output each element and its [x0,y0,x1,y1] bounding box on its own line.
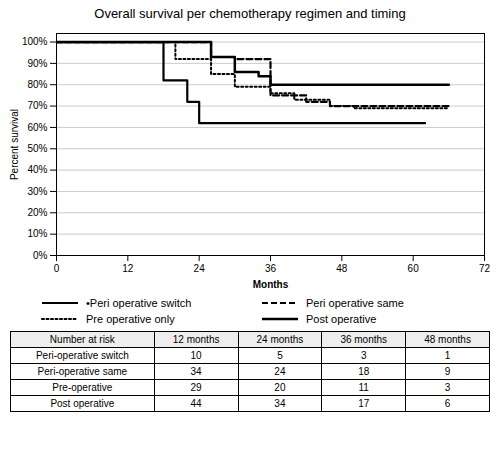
html-text:Peri-operative same: Peri-operative same [37,366,128,377]
html-text:18: 18 [358,366,370,377]
svg-text:90%: 90% [27,58,47,69]
html-text:36 months: 36 months [340,334,388,345]
svg-text:0%: 0% [33,250,48,261]
html-text:9: 9 [444,366,451,377]
html-text:Peri operative same: Peri operative same [306,297,404,309]
html-text:6: 6 [444,398,451,409]
html-text:3: 3 [361,350,367,361]
html-text:Number at risk: Number at risk [49,334,115,345]
html-text:34: 34 [190,366,202,377]
svg-text:60: 60 [408,263,420,274]
svg-text:70%: 70% [27,100,47,111]
svg-text:0: 0 [54,263,60,274]
html-text:Post operative: Post operative [50,398,115,409]
svg-text:12: 12 [122,263,134,274]
html-text:•Peri operative switch: •Peri operative switch [86,297,192,309]
html-text:24: 24 [274,366,286,377]
svg-text:24: 24 [194,263,206,274]
html-text:5: 5 [277,350,283,361]
svg-text:100%: 100% [22,36,48,47]
html-text:Peri-operative switch: Peri-operative switch [35,350,129,361]
svg-text:36: 36 [265,263,277,274]
html-text:Post operative: Post operative [306,313,377,325]
html-text:12 months: 12 months [172,334,220,345]
html-text:1: 1 [444,350,451,361]
html-text:10: 10 [190,350,202,361]
html-text:34: 34 [274,398,286,409]
html-text:48 months: 48 months [424,334,471,345]
svg-text:80%: 80% [27,79,47,90]
html-text:Pre-operative: Pre-operative [52,382,113,393]
svg-text:40%: 40% [27,164,47,175]
svg-text:Months: Months [253,279,289,290]
svg-text:72: 72 [479,263,491,274]
html-text:17: 17 [358,398,370,409]
html-text:Pre operative only: Pre operative only [86,313,175,325]
svg-text:48: 48 [336,263,348,274]
svg-text:20%: 20% [27,207,47,218]
html-text:20: 20 [274,382,286,393]
svg-text:50%: 50% [27,143,47,154]
html-text:11: 11 [358,382,369,393]
html-text:Overall survival per chemother: Overall survival per chemotherapy regime… [94,6,406,21]
html-text:3: 3 [444,382,451,393]
svg-text:30%: 30% [27,186,47,197]
html-text:24 months: 24 months [256,334,304,345]
svg-text:10%: 10% [27,228,47,239]
svg-text:60%: 60% [27,122,47,133]
svg-text:Percent survival: Percent survival [9,109,20,180]
html-text:44: 44 [190,398,202,409]
html-text:29: 29 [190,382,202,393]
